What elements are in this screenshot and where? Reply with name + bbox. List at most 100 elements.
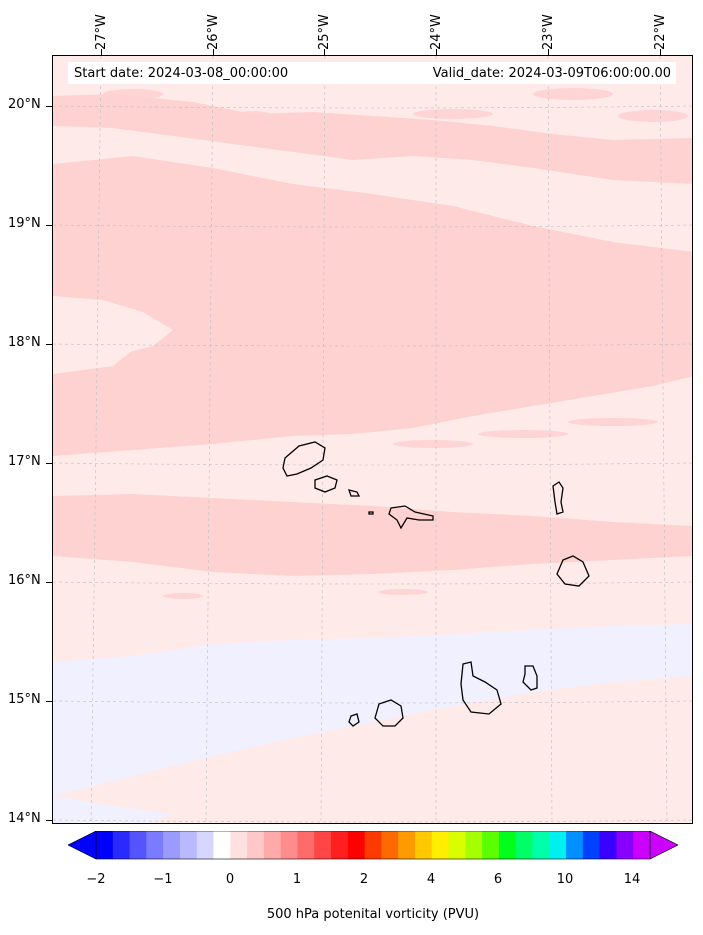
colorbar-segment: [331, 831, 349, 859]
pv-band-central: [53, 156, 692, 456]
colorbar-arrow-left: [68, 831, 97, 860]
lon-tick: [101, 49, 102, 55]
pv-streak: [103, 89, 163, 99]
pv-streak: [393, 440, 473, 448]
colorbar-segment: [599, 831, 617, 859]
lat-label-17n: 17°N: [8, 454, 41, 469]
colorbar-segment: [566, 831, 584, 859]
lat-label-15n: 15°N: [8, 692, 41, 707]
parallel-19n: [53, 224, 692, 228]
lat-tick: [46, 344, 52, 345]
lat-label-19n: 19°N: [8, 216, 41, 231]
colorbar-segment: [448, 831, 466, 859]
meridian-26w: [205, 56, 214, 823]
colorbar-segment: [398, 831, 416, 859]
lat-tick: [46, 106, 52, 107]
colorbar-tick-label: 0: [225, 872, 235, 887]
colorbar-segment: [263, 831, 282, 859]
island-santiago: [460, 661, 502, 715]
lon-label-27w: 27°W: [94, 14, 109, 50]
colorbar-segment: [532, 831, 550, 859]
lat-label-14n: 14°N: [8, 811, 41, 826]
lon-label-23w: 23°W: [541, 14, 556, 50]
island-sao-vicente: [314, 475, 338, 493]
lon-label-22w: 22°W: [653, 14, 668, 50]
colorbar-segment: [347, 831, 366, 859]
pv-streaks: [103, 88, 688, 599]
lat-label-18n: 18°N: [8, 335, 41, 350]
colorbar-segment: [179, 831, 198, 859]
pv-streak: [618, 110, 688, 122]
colorbar-segment: [163, 831, 181, 859]
parallel-17n: [53, 462, 692, 466]
lon-tick: [213, 49, 214, 55]
lon-tick: [436, 49, 437, 55]
colorbar-arrow-right: [649, 831, 678, 860]
meridian-27w: [90, 56, 102, 823]
pv-field: [53, 56, 692, 823]
map-frame[interactable]: [52, 55, 693, 824]
lon-label-26w: 26°W: [206, 14, 221, 50]
island-santa-luzia: [348, 489, 361, 497]
lat-label-16n: 16°N: [8, 573, 41, 588]
colorbar-segment: [431, 831, 449, 859]
colorbar-segment: [381, 831, 399, 859]
lon-label-24w: 24°W: [429, 14, 444, 50]
island-maio: [522, 665, 538, 691]
colorbar-segment: [96, 831, 114, 859]
pv-band-blue: [53, 624, 692, 796]
lon-label-25w: 25°W: [317, 14, 332, 50]
colorbar-segment: [633, 831, 651, 859]
graticule: [53, 56, 692, 823]
pv-streak: [163, 593, 203, 599]
colorbar-segment: [498, 831, 517, 859]
lat-tick: [46, 225, 52, 226]
meridian-23w: [547, 56, 553, 823]
lat-tick: [46, 820, 52, 821]
colorbar-segment: [129, 831, 147, 859]
meridian-25w: [320, 56, 326, 823]
colorbar-segment: [112, 831, 130, 859]
colorbar-tick-label: 14: [623, 872, 641, 887]
parallel-14n: [53, 819, 692, 823]
pv-streak: [378, 589, 428, 595]
parallel-20n: [53, 105, 692, 109]
colorbar-tick-label: 10: [556, 872, 574, 887]
colorbar-tick-label: 1: [292, 872, 302, 887]
colorbar-tick-label: 2: [359, 872, 369, 887]
meridian-22w: [659, 56, 668, 823]
pv-streak: [233, 111, 273, 121]
island-fogo: [374, 699, 404, 727]
colorbar-segment: [582, 831, 601, 859]
pv-streak: [478, 430, 568, 438]
island-boa-vista: [556, 555, 590, 587]
lat-tick: [46, 463, 52, 464]
coastlines: [282, 441, 590, 727]
lat-tick: [46, 582, 52, 583]
colorbar-segment: [280, 831, 298, 859]
colorbar-segment: [515, 831, 533, 859]
lat-tick: [46, 701, 52, 702]
colorbar-segment: [314, 831, 332, 859]
pv-band-lower: [53, 494, 692, 576]
colorbar-label: 500 hPa potenital vorticity (PVU): [266, 907, 480, 922]
start-date-label: Start date: 2024-03-08_00:00:00: [74, 66, 289, 81]
pv-streak: [568, 418, 658, 426]
pv-band-top: [53, 94, 692, 184]
island-sal: [552, 481, 564, 515]
colorbar-segment: [482, 831, 500, 859]
colorbar: [68, 831, 678, 860]
colorbar-segment: [364, 831, 382, 859]
colorbar-segment: [616, 831, 634, 859]
valid-date-label: Valid_date: 2024-03-09T06:00:00.00: [432, 66, 671, 81]
pv-band-blue-tail: [53, 796, 173, 823]
colorbar-segment: [465, 831, 483, 859]
title-box: [68, 62, 676, 84]
parallel-16n: [53, 581, 692, 585]
pv-band-notch: [53, 296, 173, 360]
island-santo-antao: [282, 441, 326, 477]
lon-tick: [548, 49, 549, 55]
pv-streak: [413, 109, 493, 119]
colorbar-outline: [95, 831, 651, 860]
island-sao-nicolau: [388, 505, 434, 530]
